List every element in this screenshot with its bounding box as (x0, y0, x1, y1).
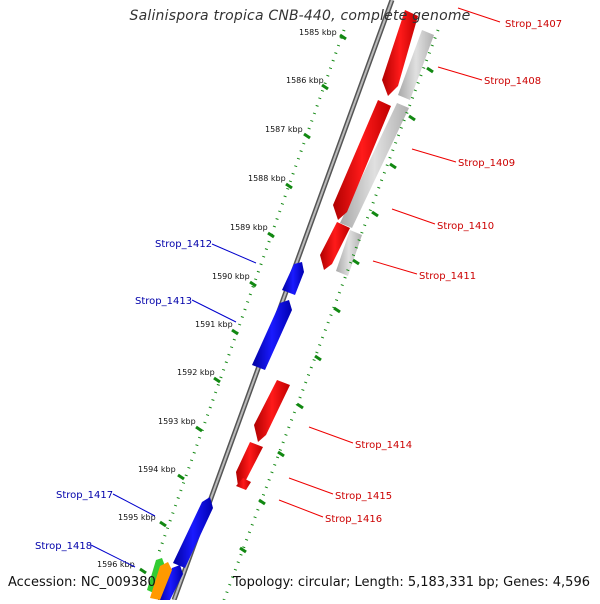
outer-tick-mark (239, 546, 247, 554)
gene-arrow-1415 (236, 442, 263, 486)
kbp-tick-label: 1585 kbp (299, 28, 337, 37)
kbp-tick-mark (231, 328, 239, 336)
kbp-tick-mark (321, 83, 329, 91)
gene-arrow-1407 (382, 10, 418, 96)
kbp-tick-label: 1591 kbp (195, 320, 233, 329)
pseudo-features (336, 30, 434, 276)
gene-labels-left: Strop_1412 Strop_1413 Strop_1417 Strop_1418 (35, 239, 257, 568)
gene-leader-line (191, 299, 237, 323)
outer-tick-mark (333, 306, 341, 314)
kbp-tick-label: 1590 kbp (212, 272, 250, 281)
kbp-tick-label: 1593 kbp (158, 417, 196, 426)
gene-arrow-1416 (236, 478, 251, 490)
kbp-tick-mark (195, 425, 203, 433)
kbp-tick-mark (249, 280, 257, 288)
gene-label-strop_1408: Strop_1408 (484, 76, 541, 87)
orange-feature (150, 562, 172, 600)
gene-leader-line (308, 426, 354, 444)
kbp-tick-label: 1595 kbp (118, 513, 156, 522)
outer-tick-mark (371, 210, 379, 218)
forward-genes (147, 262, 304, 600)
gene-label-strop_1418: Strop_1418 (35, 541, 92, 552)
gene-leader-line (288, 477, 334, 495)
pseudo-feature-2 (340, 103, 409, 228)
gene-arrow-1409 (320, 222, 350, 270)
gene-label-strop_1410: Strop_1410 (437, 221, 494, 232)
outer-tick-mark (426, 66, 434, 74)
gene-label-strop_1417: Strop_1417 (56, 490, 113, 501)
gene-label-strop_1413: Strop_1413 (135, 296, 192, 307)
gene-label-strop_1411: Strop_1411 (419, 271, 476, 282)
gene-labels-right: Strop_1407 Strop_1408 Strop_1409 Strop_1410… (278, 7, 562, 525)
gene-leader-line (112, 493, 156, 517)
gene-arrow-1417 (173, 497, 213, 568)
gene-leader-line (211, 243, 257, 264)
gene-label-strop_1414: Strop_1414 (355, 440, 412, 451)
inner-scale-line (156, 29, 346, 556)
kbp-tick-label: 1596 kbp (97, 560, 135, 569)
outer-tick-mark (277, 450, 285, 458)
gene-arrow-1418 (158, 565, 183, 600)
kbp-tick-mark (213, 376, 221, 384)
kbp-tick-mark (267, 231, 275, 239)
outer-tick-mark (352, 258, 360, 266)
gene-leader-line (278, 499, 324, 518)
kbp-tick-mark (303, 132, 311, 140)
kbp-tick-mark (139, 567, 147, 575)
kbp-tick-mark (177, 473, 185, 481)
gene-label-strop_1407: Strop_1407 (505, 19, 562, 30)
accession-text: Accession: NC_009380 (8, 575, 156, 590)
gene-leader-line (391, 208, 436, 225)
gene-leader-line (457, 7, 501, 23)
kbp-tick-label: 1587 kbp (265, 125, 303, 134)
genome-title: Salinispora tropica CNB-440, complete ge… (129, 8, 471, 24)
gene-arrow-1414 (254, 380, 290, 442)
gene-label-strop_1412: Strop_1412 (155, 239, 212, 250)
gene-arrow-1413 (252, 300, 292, 370)
gene-arrow-1408 (333, 100, 391, 220)
kbp-tick-label: 1594 kbp (138, 465, 176, 474)
pseudo-feature-1 (398, 30, 434, 100)
outer-tick-mark (296, 402, 304, 410)
outer-tick-mark (258, 498, 266, 506)
gene-leader-line (437, 66, 483, 81)
gene-label-strop_1415: Strop_1415 (335, 491, 392, 502)
outer-tick-mark (389, 162, 397, 170)
reverse-genes (236, 10, 418, 490)
outer-tick-mark (314, 354, 322, 362)
gene-leader-line (90, 544, 136, 568)
kbp-tick-mark (285, 182, 293, 190)
pseudo-feature-3 (336, 230, 362, 276)
outer-scale-line (222, 29, 440, 601)
topology-text: Topology: circular; Length: 5,183,331 bp… (232, 575, 590, 590)
gene-leader-line (411, 148, 457, 163)
kbp-tick-label: 1589 kbp (230, 223, 268, 232)
gene-arrow-1412 (282, 262, 304, 295)
kbp-tick-label: 1592 kbp (177, 368, 215, 377)
kbp-tick-mark (159, 520, 167, 528)
kbp-tick-label: 1588 kbp (248, 174, 286, 183)
gene-label-strop_1409: Strop_1409 (458, 158, 515, 169)
kbp-tick-mark (339, 33, 347, 41)
kbp-ticks: 1585 kbp 1586 kbp 1587 kbp 1588 kbp 1589 kbp… (97, 28, 440, 601)
gene-leader-line (372, 260, 418, 275)
gene-label-strop_1416: Strop_1416 (325, 514, 382, 525)
outer-tick-mark (408, 114, 416, 122)
kbp-tick-label: 1586 kbp (286, 76, 324, 85)
